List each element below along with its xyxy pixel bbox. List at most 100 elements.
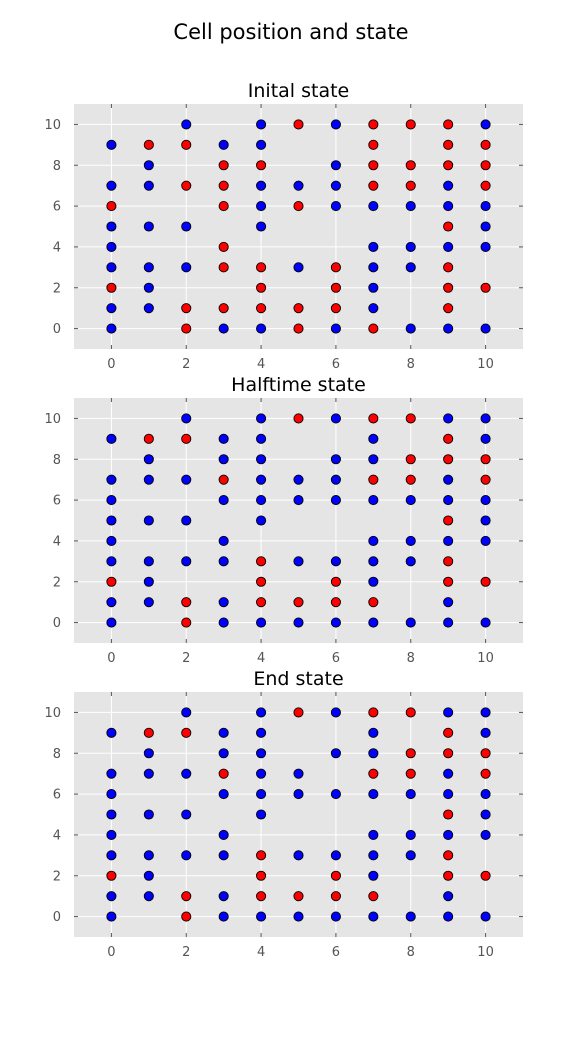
x-tick-label: 6 [332, 651, 340, 666]
cell-point-red [443, 221, 454, 232]
cell-point-blue [106, 241, 117, 252]
cell-point-red [256, 850, 267, 861]
cell-point-blue [443, 891, 454, 902]
cell-point-blue [368, 576, 379, 587]
cell-point-blue [143, 160, 154, 171]
cell-point-red [293, 323, 304, 334]
cell-point-blue [106, 180, 117, 191]
cell-point-red [480, 282, 491, 293]
cell-point-blue [106, 323, 117, 334]
cell-point-blue [443, 180, 454, 191]
cell-point-blue [181, 413, 192, 424]
cell-point-red [480, 474, 491, 485]
x-tick-label: 6 [332, 945, 340, 960]
cell-point-blue [181, 850, 192, 861]
scatter-panel-halftime: Halftime state 0 2 4 6 8 10 0 2 4 6 8 10 [44, 374, 523, 666]
cell-point-red [181, 139, 192, 150]
cell-point-blue [405, 556, 416, 567]
cell-point-blue [293, 180, 304, 191]
cell-point-red [368, 323, 379, 334]
cell-point-red [143, 433, 154, 444]
cell-point-blue [368, 829, 379, 840]
cell-point-blue [143, 303, 154, 314]
cell-point-red [368, 119, 379, 130]
y-tick-label: 2 [53, 575, 61, 590]
cell-point-red [256, 870, 267, 881]
cell-point-blue [293, 850, 304, 861]
cell-point-blue [480, 727, 491, 738]
cell-point-red [181, 180, 192, 191]
cell-point-red [368, 707, 379, 718]
cell-point-blue [368, 535, 379, 546]
cell-point-blue [256, 474, 267, 485]
cell-point-red [293, 597, 304, 608]
x-tick-label: 2 [182, 651, 190, 666]
cell-point-red [405, 454, 416, 465]
cell-point-blue [330, 617, 341, 628]
y-tick-label: 0 [53, 910, 61, 925]
cell-point-blue [480, 707, 491, 718]
cell-point-red [405, 413, 416, 424]
cell-point-blue [330, 850, 341, 861]
cell-point-red [480, 454, 491, 465]
cell-point-blue [143, 850, 154, 861]
x-tick-label: 0 [107, 357, 115, 372]
cell-point-blue [256, 495, 267, 506]
cell-point-blue [218, 139, 229, 150]
cell-point-red [368, 474, 379, 485]
cell-point-blue [368, 617, 379, 628]
cell-point-blue [181, 221, 192, 232]
cell-point-blue [143, 556, 154, 567]
cell-point-blue [256, 139, 267, 150]
cell-point-blue [330, 556, 341, 567]
cell-point-blue [368, 303, 379, 314]
cell-point-blue [256, 119, 267, 130]
cell-point-blue [218, 433, 229, 444]
y-tick-label: 10 [44, 412, 61, 427]
cell-point-blue [443, 323, 454, 334]
cell-point-blue [256, 454, 267, 465]
cell-point-blue [143, 891, 154, 902]
y-tick-label: 10 [44, 706, 61, 721]
x-tick-label: 10 [477, 651, 494, 666]
cell-point-blue [480, 809, 491, 820]
panel-title-end: End state [253, 668, 343, 690]
cell-point-blue [480, 201, 491, 212]
cell-point-blue [256, 433, 267, 444]
panel-title-initial: Inital state [248, 80, 349, 102]
cell-point-red [330, 870, 341, 881]
cell-point-blue [218, 597, 229, 608]
cell-point-red [218, 241, 229, 252]
cell-point-red [256, 597, 267, 608]
cell-point-red [443, 139, 454, 150]
x-tick-label: 2 [182, 945, 190, 960]
cell-point-red [480, 180, 491, 191]
cell-point-blue [181, 809, 192, 820]
cell-point-blue [256, 201, 267, 212]
cell-point-blue [405, 323, 416, 334]
cell-point-blue [106, 809, 117, 820]
cell-point-blue [480, 119, 491, 130]
cell-point-blue [181, 474, 192, 485]
cell-point-blue [330, 789, 341, 800]
x-tick-label: 4 [257, 945, 265, 960]
cell-point-red [218, 262, 229, 273]
cell-point-red [106, 576, 117, 587]
x-tick-label: 4 [257, 357, 265, 372]
cell-point-red [480, 160, 491, 171]
cell-point-blue [443, 768, 454, 779]
cell-point-red [405, 119, 416, 130]
cell-point-blue [480, 515, 491, 526]
cell-point-blue [106, 535, 117, 546]
cell-point-red [443, 262, 454, 273]
cell-point-blue [181, 515, 192, 526]
cell-point-blue [218, 617, 229, 628]
cell-point-red [443, 748, 454, 759]
cell-point-blue [106, 139, 117, 150]
cell-point-red [405, 474, 416, 485]
y-tick-label: 8 [53, 159, 61, 174]
cell-point-blue [405, 535, 416, 546]
cell-point-blue [293, 911, 304, 922]
cell-point-blue [256, 617, 267, 628]
